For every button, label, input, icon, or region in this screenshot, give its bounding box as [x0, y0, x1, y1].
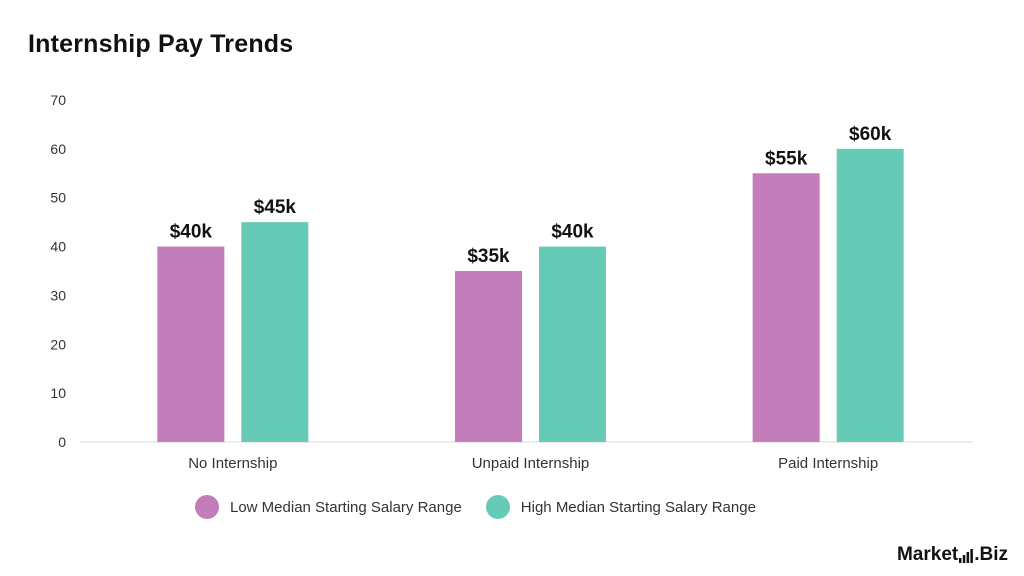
y-tick-label: 0	[58, 434, 66, 450]
bar-chart: 0 10 20 30 40 50 60 70 No Internship Unpaid Inter…	[50, 92, 973, 472]
y-tick-label: 40	[50, 239, 66, 255]
x-tick-label: Paid Internship	[778, 455, 878, 472]
legend-item-low: Low Median Starting Salary Range	[195, 495, 462, 519]
bar-signal-icon	[959, 549, 974, 563]
data-label: $40k	[551, 222, 594, 243]
bar-high-2	[836, 148, 904, 442]
y-tick-label: 30	[50, 287, 66, 303]
x-tick-label: No Internship	[188, 455, 277, 472]
bar-high-0	[241, 222, 309, 442]
bar-low-1	[455, 271, 522, 442]
data-label: $60k	[849, 124, 892, 145]
bar-low-0	[157, 246, 225, 442]
brand-logo: Market .Biz	[897, 544, 1008, 566]
y-tick-label: 20	[50, 336, 66, 352]
legend-swatch-low	[195, 495, 219, 519]
data-label: $45k	[254, 197, 297, 218]
brand-text-part1: Market	[896, 544, 959, 565]
y-tick-label: 50	[50, 190, 66, 206]
legend: Low Median Starting Salary Range High Me…	[195, 495, 780, 519]
data-label: $55k	[765, 148, 808, 169]
brand-text-part2: .Biz	[974, 544, 1008, 565]
y-tick-label: 10	[50, 385, 66, 401]
data-label: $35k	[467, 246, 510, 267]
data-label: $40k	[170, 222, 213, 243]
chart-title: Internship Pay Trends	[28, 30, 294, 58]
x-tick-label: Unpaid Internship	[472, 455, 590, 472]
legend-item-high: High Median Starting Salary Range	[485, 495, 756, 519]
bar-low-2	[752, 173, 820, 443]
bar-high-1	[539, 246, 606, 442]
y-tick-label: 60	[50, 141, 66, 157]
legend-label-high: High Median Starting Salary Range	[520, 498, 756, 516]
legend-swatch-high	[485, 495, 510, 519]
y-tick-label: 70	[50, 92, 66, 108]
legend-label-low: Low Median Starting Salary Range	[230, 498, 462, 516]
